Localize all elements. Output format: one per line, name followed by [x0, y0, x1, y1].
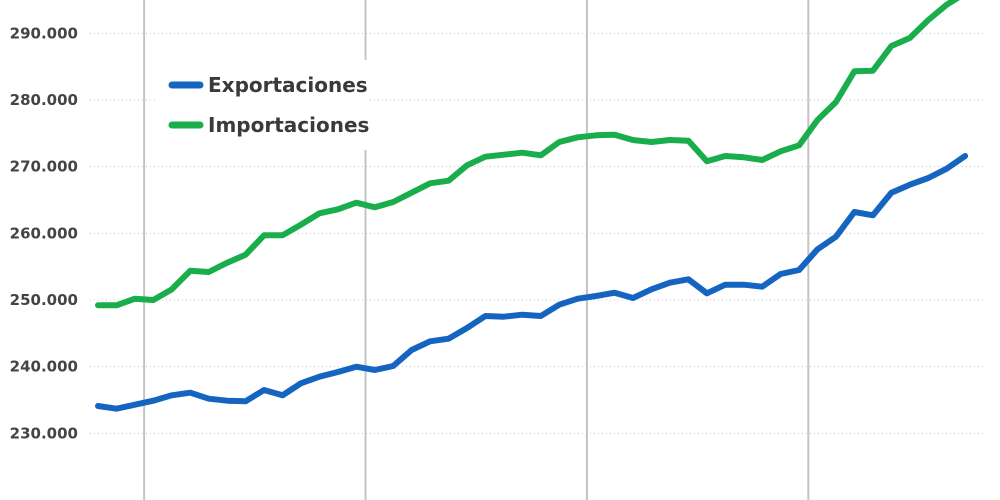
y-tick-label: 270.000 [10, 158, 78, 176]
series-line-exportaciones [95, 153, 969, 412]
legend-label: Importaciones [208, 113, 369, 137]
series-layer [95, 0, 969, 412]
y-tick-label: 230.000 [10, 424, 78, 442]
legend-label: Exportaciones [208, 73, 368, 97]
y-tick-label: 280.000 [10, 91, 78, 109]
y-tick-label: 260.000 [10, 224, 78, 242]
legend-box [155, 60, 370, 150]
legend: Exportaciones Importaciones [155, 60, 370, 150]
y-tick-label: 290.000 [10, 24, 78, 42]
series-line-importaciones [95, 0, 960, 309]
y-tick-label: 240.000 [10, 358, 78, 376]
y-tick-label: 250.000 [10, 291, 78, 309]
y-axis: 230.000 240.000 250.000 260.000 270.000 280.0… [10, 24, 78, 442]
